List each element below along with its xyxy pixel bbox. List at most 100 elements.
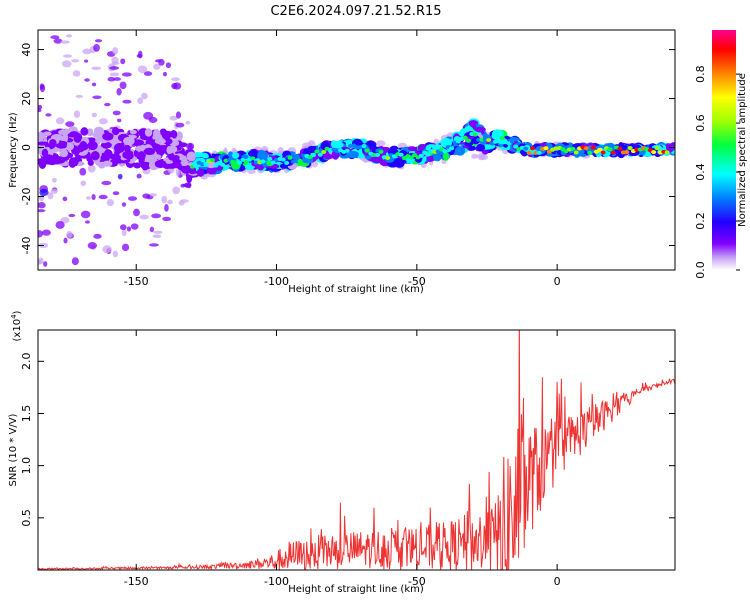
spectrogram-blob [138, 151, 145, 160]
spectrogram-blob [346, 150, 359, 159]
spectrogram-core [294, 153, 300, 158]
spectrogram-speck [121, 243, 130, 252]
spectrogram-blob [476, 143, 486, 152]
spectrogram-speck [161, 195, 168, 204]
spectrogram-blob [90, 151, 100, 161]
spectrogram-blob [144, 128, 153, 137]
y-tick-label: -20 [20, 188, 33, 206]
spectrogram-speck [153, 230, 163, 234]
spectrogram-core [654, 146, 660, 151]
spectrogram-core [600, 150, 606, 155]
spectrogram-speck [53, 38, 63, 44]
spectrogram-speck [98, 194, 108, 200]
spectrogram-speck [66, 34, 73, 38]
spectrogram-core [344, 148, 350, 153]
spectrogram-speck [112, 250, 119, 258]
spectrogram-speck [116, 88, 122, 96]
spectrogram-core [361, 143, 367, 148]
spectrogram-blob [109, 154, 122, 161]
spectrogram-speck [119, 81, 127, 90]
spectrogram-speck [80, 180, 87, 187]
spectrogram-speck [106, 199, 115, 207]
spectrogram-core [664, 150, 670, 155]
x-tick-label: -150 [124, 575, 149, 588]
spectrogram-speck [68, 213, 76, 218]
x-tick-label: 0 [554, 575, 561, 588]
spectrogram-speck [122, 99, 132, 104]
spectrogram-speck [82, 48, 92, 55]
y-tick-label: 2.0 [20, 353, 33, 371]
figure-title: C2E6.2024.097.21.52.R15 [270, 4, 441, 19]
y-tick-label: 1.5 [20, 405, 33, 423]
spectrogram-core [260, 159, 266, 164]
spectrogram-core [314, 149, 320, 154]
spectrogram-blob [152, 129, 161, 139]
spectrogram-core [425, 152, 431, 157]
x-tick-label: -150 [124, 275, 149, 288]
spectrogram-core [311, 153, 317, 158]
spectrogram-core [290, 159, 296, 164]
spectrogram-core [307, 155, 313, 160]
spectrogram-speck [167, 167, 175, 174]
spectrogram-speck [91, 193, 96, 200]
spectrogram-speck [71, 59, 80, 63]
spectrogram-blob [257, 165, 264, 171]
spectrogram-core [617, 146, 623, 151]
spectrogram-speck [50, 188, 58, 194]
spectrogram-speck [137, 65, 148, 74]
spectrogram-speck [136, 54, 143, 58]
spectrogram-blob [66, 142, 74, 151]
spectrogram-speck [119, 224, 127, 231]
spectrogram-speck [121, 229, 127, 237]
spectrogram-core [442, 149, 448, 154]
spectrogram-blob [206, 165, 217, 175]
spectrogram-core [284, 160, 290, 165]
spectrogram-speck [111, 56, 119, 64]
spectrogram-core [496, 139, 502, 144]
spectrogram-speck [107, 76, 116, 82]
spectrogram-blob [474, 126, 486, 133]
spectrogram-speck [38, 230, 43, 238]
y-tick-label: 1.0 [20, 457, 33, 475]
spectrogram-core [297, 159, 303, 164]
spectrogram-speck [39, 83, 45, 90]
spectrogram-blob [87, 140, 98, 151]
spectrogram-speck [79, 167, 87, 176]
spectrogram-speck [104, 102, 111, 107]
spectrogram-core [236, 160, 242, 165]
snr-x-axis: -150 -100 -50 0 [124, 330, 561, 588]
spectrogram-core [287, 155, 293, 160]
spectrogram-core [486, 138, 492, 143]
snr-panel: -150 -100 -50 0 0.5 1.0 1.5 2.0 Height of stra… [8, 310, 676, 595]
spectrogram-blob [180, 160, 189, 167]
spectrogram-blob [156, 148, 163, 155]
spectrogram-speck [91, 66, 102, 71]
spectrogram-speck [164, 203, 169, 212]
spectrogram-speck [65, 121, 75, 128]
spectrogram-core [583, 146, 589, 151]
spectrogram-core [455, 139, 461, 144]
spectrogram-core [385, 155, 391, 160]
spectrogram-speck [73, 110, 81, 119]
spectrogram-blob [196, 168, 205, 177]
spectrogram-blob [231, 152, 240, 159]
spectrogram-blob [197, 152, 209, 158]
spectrogram-blob [307, 145, 317, 154]
spectrogram-speck [171, 82, 178, 90]
spectrogram-speck [165, 62, 172, 69]
spectrogram-speck [38, 104, 43, 110]
spectrogram-core [499, 136, 505, 141]
spectrogram-speck [84, 78, 90, 82]
spectrogram-core [280, 157, 286, 162]
spectrogram-blob [143, 147, 156, 156]
spectrogram-blob [58, 129, 69, 136]
spectrogram-speck [61, 60, 72, 68]
spectrogram-blob [102, 160, 113, 167]
spectrogram-frame [37, 29, 676, 271]
spectrogram-core [573, 150, 579, 155]
y-tick-label: -40 [20, 237, 33, 255]
spectrogram-blob [161, 130, 172, 140]
spectrogram-speck [87, 164, 96, 173]
spectrogram-speck [141, 92, 148, 100]
spectrogram-blob [186, 151, 197, 162]
